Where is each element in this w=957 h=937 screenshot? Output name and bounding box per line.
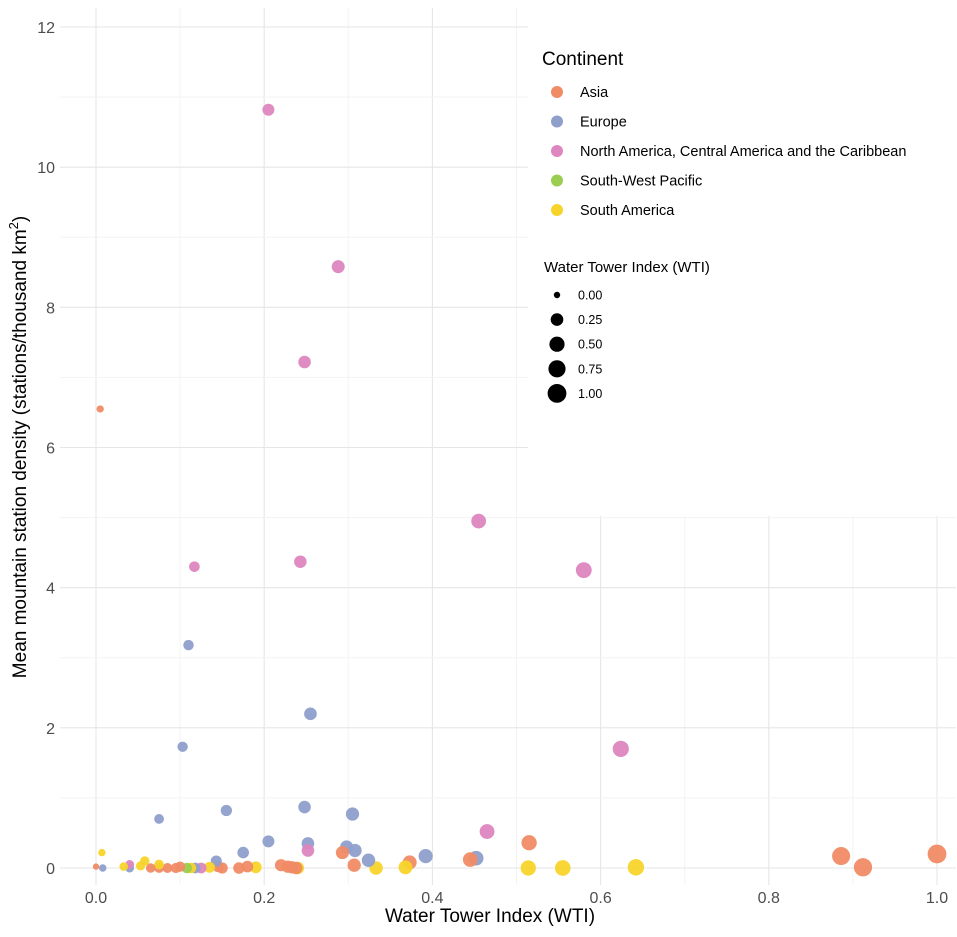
data-point-na xyxy=(294,555,307,568)
data-point-na xyxy=(262,103,275,116)
data-point-sa xyxy=(249,861,262,874)
data-point-asia xyxy=(274,859,288,872)
data-point-europe xyxy=(220,804,232,817)
legend-color-title: Continent xyxy=(542,49,624,70)
data-point-europe xyxy=(98,864,107,872)
y-tick-label: 10 xyxy=(37,160,55,177)
data-point-asia xyxy=(170,862,182,874)
data-point-asia xyxy=(92,863,100,870)
y-axis-title-main: Mean mountain station density (stations/… xyxy=(10,229,31,678)
legend-key-swp xyxy=(551,174,563,187)
data-point-europe xyxy=(262,835,275,848)
data-point-sa xyxy=(627,859,645,876)
legend-size-label: 0.75 xyxy=(578,362,602,376)
x-tick-label: 0.8 xyxy=(758,890,780,907)
data-point-asia xyxy=(347,858,361,872)
legend-label-swp: South-West Pacific xyxy=(580,174,702,190)
data-point-sa xyxy=(154,859,164,870)
data-points xyxy=(92,103,947,877)
data-point-europe xyxy=(154,814,164,824)
data-point-asia xyxy=(521,835,537,851)
y-tick-label: 4 xyxy=(46,581,55,598)
data-point-europe xyxy=(345,807,360,821)
legend-key-europe xyxy=(551,115,563,128)
legend-size-items: 0.00 0.25 0.50 0.75 1.00 xyxy=(547,289,602,403)
data-point-sa xyxy=(520,860,536,876)
data-point-asia xyxy=(462,852,478,867)
data-point-sa xyxy=(98,848,106,857)
data-point-sa xyxy=(204,861,216,873)
legend-label-na: North America, Central America and the C… xyxy=(580,144,906,160)
data-point-na xyxy=(298,355,311,369)
legend-background xyxy=(528,8,956,516)
legend-size-key xyxy=(547,384,567,403)
data-point-asia xyxy=(233,862,245,874)
data-point-europe xyxy=(183,639,194,651)
legend-size-key xyxy=(553,291,561,299)
data-point-sa xyxy=(398,860,413,875)
legend-size-key xyxy=(548,360,566,378)
y-tick-label: 2 xyxy=(46,721,55,738)
y-axis-title-close: ) xyxy=(10,216,31,222)
data-point-asia xyxy=(145,863,156,873)
x-axis-title: Water Tower Index (WTI) xyxy=(385,906,595,927)
data-point-asia xyxy=(96,405,104,413)
legend-label-europe: Europe xyxy=(580,115,627,131)
legend-key-na xyxy=(551,145,563,157)
legend-size-title: Water Tower Index (WTI) xyxy=(544,259,710,276)
x-tick-label: 1.0 xyxy=(926,890,948,907)
data-point-asia xyxy=(853,858,873,877)
legend-label-sa: South America xyxy=(580,203,675,219)
data-point-sa xyxy=(135,861,146,871)
y-axis-title: Mean mountain station density (stations/… xyxy=(6,216,31,678)
legend: Continent Asia Europe North America, Centr… xyxy=(542,49,906,403)
data-point-asia xyxy=(162,862,173,874)
data-point-europe xyxy=(361,853,376,868)
legend-size-label: 0.25 xyxy=(578,313,602,327)
x-axis-ticks: 0.0 0.2 0.4 0.6 0.8 1.0 xyxy=(85,890,948,907)
y-axis-title-superscript: 2 xyxy=(6,222,21,229)
y-tick-label: 12 xyxy=(37,20,55,37)
legend-box xyxy=(528,8,956,516)
y-tick-label: 6 xyxy=(46,441,55,458)
data-point-na xyxy=(575,562,592,579)
legend-size-label: 0.00 xyxy=(578,289,602,303)
data-point-asia xyxy=(335,846,349,860)
x-tick-label: 0.6 xyxy=(589,890,611,907)
data-point-na xyxy=(301,844,315,857)
data-point-na xyxy=(471,513,487,529)
data-point-na xyxy=(331,260,345,274)
legend-size-label: 1.00 xyxy=(578,387,602,401)
data-point-asia xyxy=(927,844,947,864)
y-tick-label: 8 xyxy=(46,300,55,317)
data-point-europe xyxy=(418,849,433,864)
data-point-asia xyxy=(832,847,851,866)
data-point-na xyxy=(612,740,629,757)
data-point-europe xyxy=(237,846,249,859)
x-tick-label: 0.2 xyxy=(253,890,275,907)
legend-key-sa xyxy=(551,204,563,216)
y-tick-label: 0 xyxy=(46,861,55,878)
data-point-sa xyxy=(554,860,571,876)
legend-size-key xyxy=(549,336,565,352)
data-point-na xyxy=(479,824,495,839)
legend-label-asia: Asia xyxy=(580,85,609,101)
x-tick-label: 0.4 xyxy=(421,890,443,907)
data-point-europe xyxy=(177,741,188,752)
legend-key-asia xyxy=(551,86,563,98)
x-tick-label: 0.0 xyxy=(85,890,107,907)
data-point-sa xyxy=(119,862,129,871)
legend-color-items: Asia Europe North America, Central America… xyxy=(551,85,906,219)
legend-size-key xyxy=(550,313,564,326)
data-point-na xyxy=(189,561,200,572)
data-point-europe xyxy=(298,800,311,814)
legend-size-label: 0.50 xyxy=(578,338,602,352)
y-axis-ticks: 0 2 4 6 8 10 12 xyxy=(37,20,55,878)
data-point-europe xyxy=(304,707,317,721)
